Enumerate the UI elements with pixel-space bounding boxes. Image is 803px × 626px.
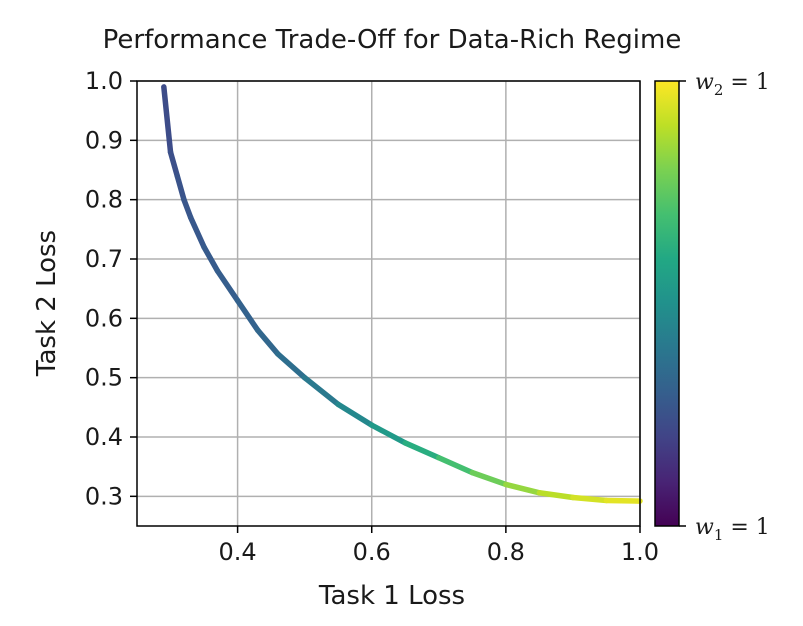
colorbar-top-rest: = 1 — [723, 70, 769, 95]
colorbar-bottom-var: w — [695, 515, 714, 540]
y-tick-label: 0.7 — [85, 245, 123, 273]
y-tick-label: 0.5 — [85, 364, 123, 392]
chart-title: Performance Trade-Off for Data-Rich Regi… — [103, 25, 682, 55]
curve-segment — [254, 327, 281, 357]
colorbar-bottom-sub: 1 — [714, 526, 724, 544]
curve-segment — [436, 455, 476, 476]
colorbar-top-sub: 2 — [714, 81, 724, 99]
curve-segment — [503, 481, 543, 496]
colorbar-bottom-rest: = 1 — [723, 515, 769, 540]
curve-segment — [201, 244, 221, 274]
plot-frame — [136, 80, 641, 527]
x-tick-label: 0.6 — [353, 538, 391, 566]
curve-segment — [181, 196, 194, 221]
x-axis-label: Task 1 Loss — [318, 581, 465, 611]
y-tick-label: 0.3 — [85, 482, 123, 510]
y-tick-label: 1.0 — [85, 67, 123, 95]
y-axis-label: Task 2 Loss — [32, 230, 62, 377]
curve-segment — [368, 422, 409, 446]
curve-segment — [174, 173, 187, 203]
curve-segment — [161, 84, 174, 155]
colorbar-top-label: w2 = 1 — [695, 70, 770, 99]
curve-segment — [469, 469, 509, 488]
curve-segment — [335, 401, 375, 428]
x-tick-label: 0.4 — [219, 538, 257, 566]
colorbar — [654, 80, 680, 527]
y-axis-ticks: 0.3 0.4 0.5 0.6 0.7 0.8 0.9 1.0 — [85, 67, 137, 510]
y-tick-label: 0.8 — [85, 186, 123, 214]
x-tick-label: 0.8 — [487, 538, 525, 566]
colorbar-top-var: w — [695, 70, 714, 95]
y-tick-label: 0.9 — [85, 126, 123, 154]
curve-segment — [301, 374, 341, 408]
grid — [137, 80, 641, 526]
curve-segment — [275, 351, 308, 381]
y-tick-label: 0.6 — [85, 304, 123, 332]
curve-segment — [167, 149, 180, 179]
curve-segment — [570, 494, 610, 504]
curve-segment — [603, 497, 643, 504]
x-axis-ticks: 0.4 0.6 0.8 1.0 — [219, 526, 659, 566]
pareto-curve — [161, 84, 643, 504]
curve-segment — [214, 268, 241, 304]
x-tick-label: 1.0 — [621, 538, 659, 566]
y-tick-label: 0.4 — [85, 423, 123, 451]
curve-segment — [536, 490, 576, 501]
curve-segment — [402, 440, 442, 461]
colorbar-bottom-label: w1 = 1 — [695, 515, 770, 544]
curve-segment — [187, 214, 207, 250]
curve-segment — [234, 297, 261, 333]
